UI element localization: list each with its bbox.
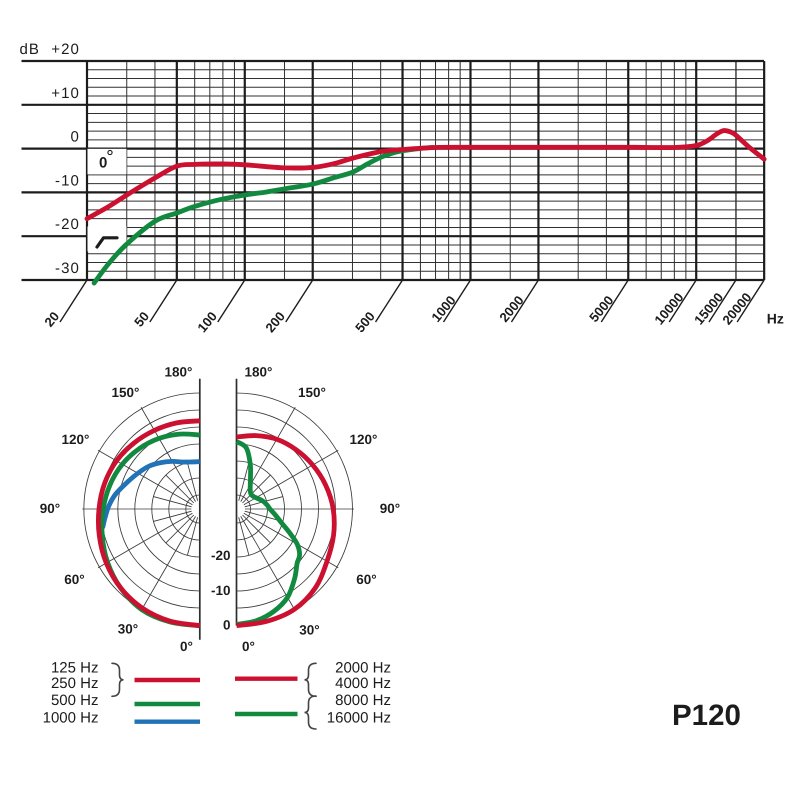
svg-text:-30: -30 [55,260,80,277]
svg-text:60°: 60° [356,572,376,587]
svg-text:-10: -10 [55,172,80,189]
svg-text:120°: 120° [350,432,378,447]
svg-text:30°: 30° [299,623,319,638]
svg-text:2000 Hz: 2000 Hz [335,660,391,677]
svg-text:+20: +20 [51,41,80,58]
svg-text:8000 Hz: 8000 Hz [335,692,391,709]
svg-text:250 Hz: 250 Hz [51,675,99,692]
svg-text:0: 0 [223,618,231,633]
svg-text:4000 Hz: 4000 Hz [335,675,391,692]
svg-text:60°: 60° [64,572,84,587]
svg-text:125 Hz: 125 Hz [51,660,99,677]
svg-text:180°: 180° [165,365,193,380]
svg-text:0°: 0° [180,639,193,654]
svg-text:Hz: Hz [767,311,784,327]
svg-text:+10: +10 [51,85,80,102]
svg-text:150°: 150° [298,385,326,400]
svg-text:180°: 180° [245,365,273,380]
svg-text:0: 0 [99,155,107,172]
svg-text:150°: 150° [112,385,140,400]
svg-text:90°: 90° [380,501,400,516]
svg-text:1000 Hz: 1000 Hz [43,710,99,727]
svg-text:500 Hz: 500 Hz [51,692,99,709]
svg-text:-20: -20 [55,216,80,233]
svg-text:P120: P120 [672,699,741,732]
svg-text:0: 0 [71,129,80,146]
svg-text:30°: 30° [118,622,138,637]
svg-text:dB: dB [19,41,40,58]
svg-text:16000 Hz: 16000 Hz [327,710,391,727]
svg-text:0°: 0° [242,639,255,654]
svg-text:-10: -10 [211,583,231,598]
svg-text:90°: 90° [40,501,60,516]
svg-text:-20: -20 [211,548,231,563]
svg-text:120°: 120° [62,432,90,447]
